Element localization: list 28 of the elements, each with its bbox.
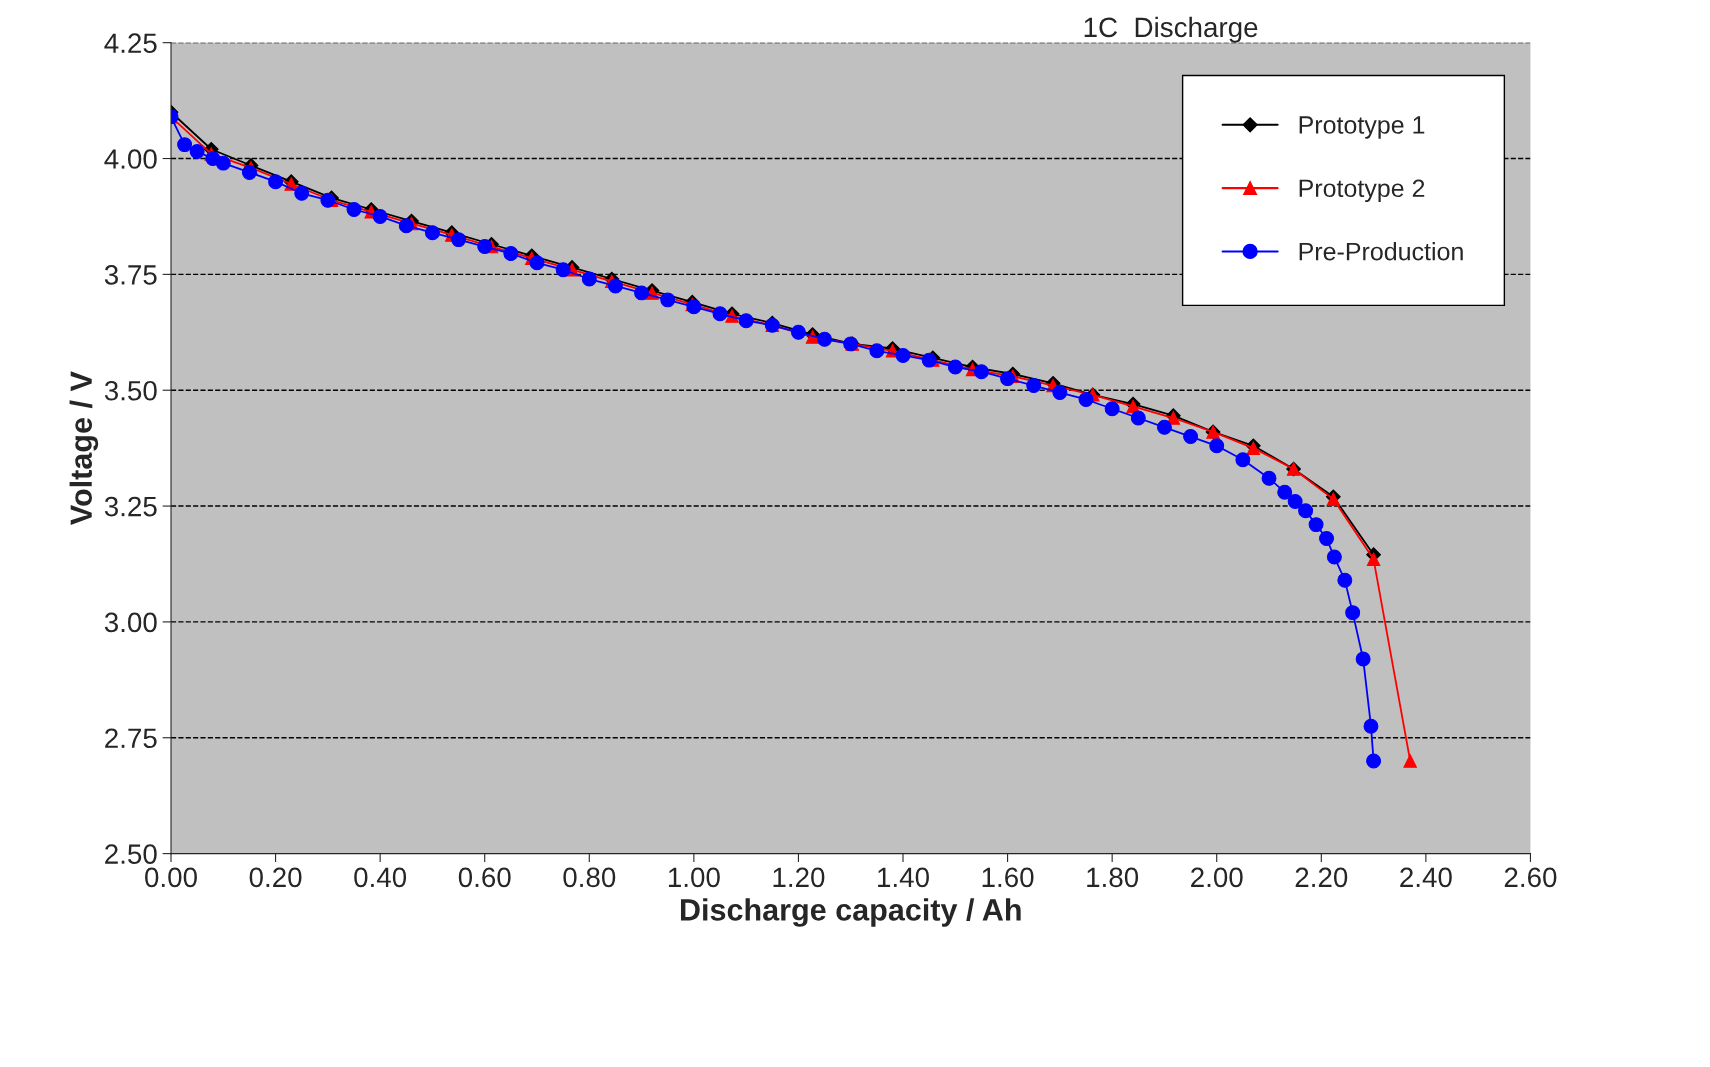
y-tick-label: 3.75 bbox=[104, 265, 157, 285]
x-tick-label: 1.60 bbox=[982, 867, 1034, 888]
x-tick-label: 2.20 bbox=[1295, 867, 1348, 888]
x-tick-label: 1.20 bbox=[773, 867, 825, 888]
y-tick-label: 3.25 bbox=[104, 496, 157, 517]
chart-title: 1C Discharge bbox=[1084, 16, 1258, 43]
legend-label: Prototype 1 bbox=[1299, 116, 1425, 139]
x-tick-label: 1.80 bbox=[1087, 867, 1139, 888]
y-tick-label: 2.75 bbox=[105, 728, 157, 749]
y-tick-label: 4.00 bbox=[104, 149, 157, 169]
x-tick-label: 2.00 bbox=[1191, 867, 1243, 888]
legend-label: Prototype 2 bbox=[1299, 179, 1425, 203]
y-axis-title: Voltage / V bbox=[69, 371, 99, 525]
y-tick-label: 3.00 bbox=[104, 612, 157, 633]
x-tick-label: 2.60 bbox=[1504, 867, 1557, 888]
x-tick-label: 2.40 bbox=[1400, 867, 1452, 888]
y-tick-label: 2.50 bbox=[105, 844, 157, 864]
y-tick-label: 4.25 bbox=[104, 33, 157, 54]
x-tick-label: 0.20 bbox=[249, 867, 302, 888]
x-tick-label: 1.00 bbox=[668, 867, 720, 888]
x-tick-label: 0.80 bbox=[563, 867, 616, 888]
y-tick-label: 3.50 bbox=[104, 380, 157, 401]
legend-label: Pre-Production bbox=[1299, 242, 1463, 261]
x-axis-title: Discharge capacity / Ah bbox=[680, 898, 1021, 927]
x-tick-label: 0.60 bbox=[458, 867, 511, 888]
x-tick-label: 0.40 bbox=[354, 867, 407, 888]
x-tick-label: 0.00 bbox=[145, 867, 197, 888]
x-tick-label: 1.40 bbox=[878, 867, 929, 888]
